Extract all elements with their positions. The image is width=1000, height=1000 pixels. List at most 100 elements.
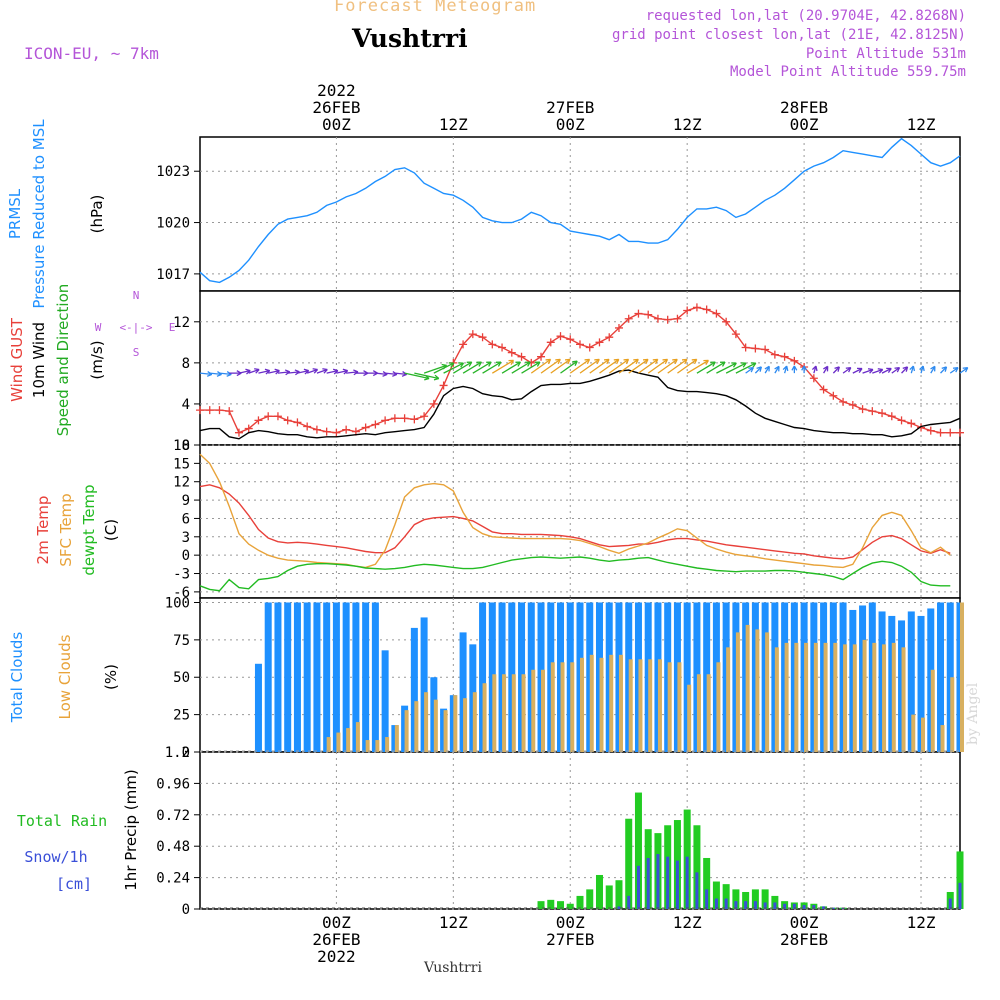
wind-arrow-head	[448, 362, 455, 368]
wind-arrow-head	[741, 362, 747, 368]
clouds-bar-low-clouds	[852, 644, 857, 752]
precip-bar-snow--h	[783, 903, 787, 909]
precip-bar-total-rain	[712, 881, 720, 909]
wind-arrow-head	[584, 358, 591, 365]
clouds-bar-low-clouds	[901, 647, 906, 752]
clouds-bar-low-clouds	[638, 659, 643, 752]
wind-gust-marker	[390, 414, 399, 423]
time-label-top: 26FEB	[312, 98, 360, 117]
wind-gust-marker	[809, 374, 818, 383]
wind-arrow	[706, 361, 726, 374]
wind-gust-marker	[381, 416, 390, 425]
precip-bar-snow--h	[948, 898, 952, 909]
clouds-bar-total-clouds	[352, 602, 360, 752]
clouds-bar-low-clouds	[677, 662, 682, 752]
wind-arrow-head	[613, 358, 620, 365]
wind-gust-marker	[605, 333, 614, 342]
wind-arrow-head	[623, 358, 630, 365]
temp-axis-label: 2m Temp	[34, 496, 52, 565]
clouds-bar-low-clouds	[541, 669, 546, 752]
clouds-bar-low-clouds	[618, 654, 623, 752]
wind-ytick-label: 12	[173, 315, 190, 331]
precip-bar-snow--h	[734, 901, 738, 909]
precip-ytick-label: 0.24	[156, 871, 190, 887]
pressure-panel-frame	[199, 136, 961, 292]
clouds-bar-low-clouds	[502, 674, 507, 752]
chart-title: Forecast Meteogram	[334, 0, 537, 16]
time-label-top: 00Z	[556, 115, 585, 134]
precip-bar-total-rain	[693, 825, 701, 909]
temp-axis-label: dewpt Temp	[80, 484, 98, 575]
wind-gust-marker	[303, 422, 312, 431]
wind-arrow-head	[633, 358, 639, 365]
clouds-bar-total-clouds	[362, 602, 370, 752]
wind-gust-marker	[712, 309, 721, 318]
wind-arrow-head	[731, 362, 737, 368]
precip-bar-snow--h	[822, 906, 826, 909]
wind-arrow-head	[254, 368, 260, 374]
wind-gust-marker	[566, 335, 575, 344]
wind-arrow-head	[322, 368, 328, 374]
time-label-bottom: 12Z	[673, 913, 702, 932]
wind-arrow	[940, 366, 947, 374]
wind-arrow	[375, 372, 388, 376]
wind-gust-marker	[215, 406, 224, 415]
clouds-bar-low-clouds	[599, 657, 604, 752]
precip-bar-total-rain	[956, 851, 964, 909]
wind-arrow-head	[476, 361, 483, 367]
wind-arrow-head	[720, 361, 726, 367]
wind-gust-marker	[488, 340, 497, 349]
clouds-bar-low-clouds	[521, 674, 526, 752]
clouds-ytick-label: 0	[182, 745, 190, 761]
clouds-bar-low-clouds	[706, 674, 711, 752]
clouds-ytick-label: 25	[173, 708, 190, 724]
wind-gust-marker	[946, 428, 955, 437]
clouds-bar-low-clouds	[813, 642, 818, 752]
wind-ytick-label: 0	[182, 438, 190, 454]
precip-bar-total-rain	[761, 889, 769, 909]
wind-gust-marker	[507, 348, 516, 357]
wind-arrow	[268, 370, 280, 374]
wind-arrow	[891, 367, 900, 374]
wind-arrow-head	[245, 368, 251, 375]
temp-ytick-label: 15	[173, 456, 190, 472]
wind-arrow	[716, 362, 737, 374]
precip-bar-snow--h	[958, 882, 962, 909]
clouds-bar-low-clouds	[463, 698, 468, 752]
clouds-bar-total-clouds	[274, 602, 282, 752]
wind-arrow-head	[764, 365, 770, 372]
precip-bar-total-rain	[722, 884, 730, 909]
wind-gust-marker	[244, 424, 253, 433]
wind-arrow-head	[642, 358, 649, 365]
clouds-axis-label: Total Clouds	[8, 632, 26, 724]
wind-axis-label: (m/s)	[88, 340, 106, 379]
clouds-bar-low-clouds	[930, 669, 935, 752]
wind-gust-marker	[498, 343, 507, 352]
temp-ytick-label: 9	[182, 493, 190, 509]
clouds-bar-low-clouds	[804, 642, 809, 752]
wind-arrow-head	[919, 365, 925, 372]
clouds-bar-low-clouds	[336, 732, 341, 752]
pressure-axis-label: PRMSL	[6, 188, 24, 239]
closest-coords: grid point closest lon,lat (21E, 42.8125…	[611, 27, 966, 43]
temp-axis-label: SFC Temp	[57, 493, 75, 566]
clouds-bar-low-clouds	[482, 683, 487, 752]
clouds-bar-low-clouds	[911, 714, 916, 752]
wind-gust-marker	[761, 345, 770, 354]
clouds-bar-low-clouds	[891, 642, 896, 752]
precip-bar-snow--h	[724, 898, 728, 909]
time-label-bottom: 00Z	[790, 913, 819, 932]
wind-arrow	[258, 370, 270, 374]
precip-bar-total-rain	[595, 874, 603, 909]
pressure-axis-label: (hPa)	[88, 195, 106, 234]
wind-gust-marker	[614, 323, 623, 332]
wind-arrow	[248, 368, 260, 374]
wind-arrow-head	[756, 366, 763, 372]
precip-bar-total-rain	[751, 889, 759, 909]
wind-gust-marker	[907, 419, 916, 428]
time-label-top: 12Z	[439, 115, 468, 134]
wind-arrow-head	[952, 366, 959, 373]
wind-axis-label: Wind GUST	[8, 317, 26, 402]
wind-gust-marker	[683, 306, 692, 315]
